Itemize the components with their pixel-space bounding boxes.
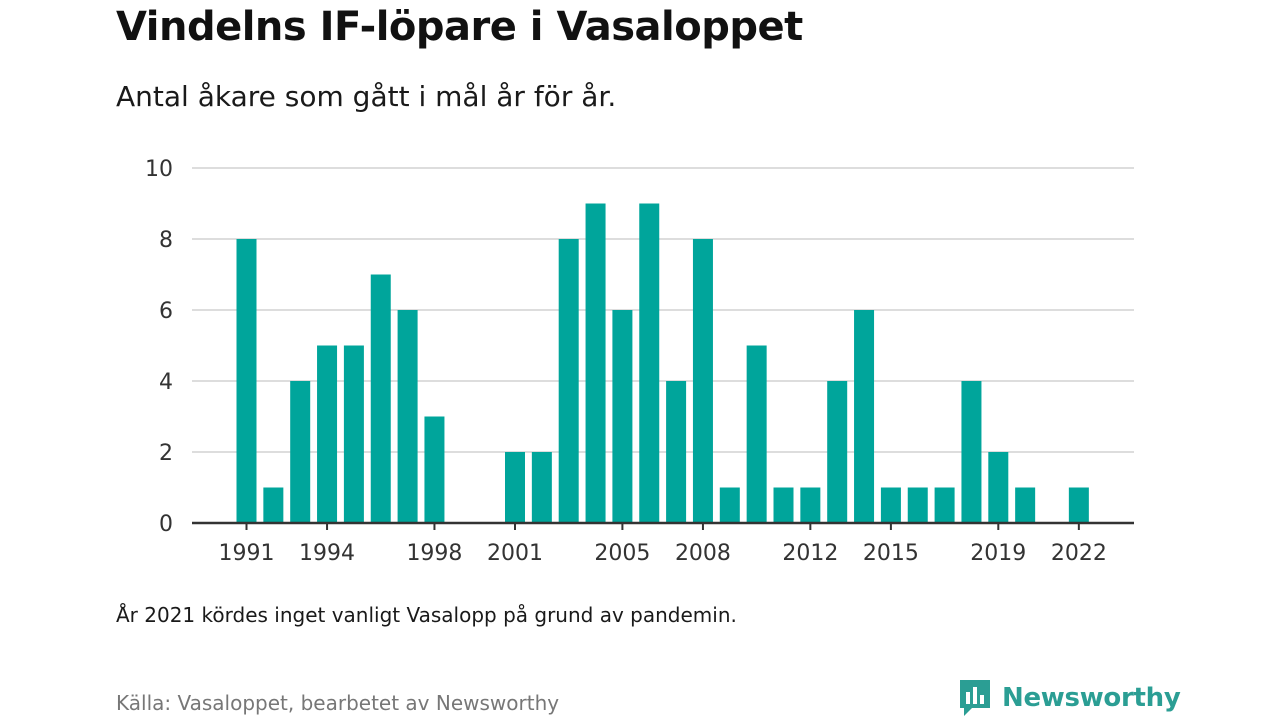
bar <box>585 203 606 523</box>
bar <box>988 452 1009 523</box>
x-axis-ticks: 1991 1994 1998 2001 2005 2008 2012 2015 2019 2022 <box>219 523 1107 566</box>
brand-name: Newsworthy <box>1002 683 1181 713</box>
bar <box>880 487 901 523</box>
bar <box>746 345 767 523</box>
bar <box>827 381 848 523</box>
x-tick-label: 2022 <box>1051 541 1107 566</box>
bar <box>692 239 713 523</box>
x-tick-label: 2008 <box>675 541 731 566</box>
bar <box>343 345 364 523</box>
bar <box>639 203 660 523</box>
x-tick-label: 2001 <box>487 541 543 566</box>
newsworthy-logo[interactable]: Newsworthy <box>958 678 1181 718</box>
x-tick-label: 2012 <box>782 541 838 566</box>
bar <box>1068 487 1089 523</box>
bar <box>961 381 982 523</box>
bar <box>1015 487 1036 523</box>
bar <box>424 416 445 523</box>
bar <box>263 487 284 523</box>
x-tick-label: 2005 <box>594 541 650 566</box>
bar <box>370 274 391 523</box>
bar-series <box>236 203 1089 523</box>
source-text: Källa: Vasaloppet, bearbetet av Newswort… <box>116 691 560 715</box>
chart-subtitle: Antal åkare som gått i mål år för år. <box>116 80 617 113</box>
bar <box>397 310 418 523</box>
x-tick-label: 1994 <box>299 541 355 566</box>
bar <box>934 487 955 523</box>
bar <box>290 381 311 523</box>
bar <box>317 345 338 523</box>
x-tick-label: 2019 <box>970 541 1026 566</box>
newsworthy-logo-icon <box>960 680 990 716</box>
y-axis-ticks: 0 2 4 6 8 10 <box>145 157 173 537</box>
x-tick-label: 1998 <box>406 541 462 566</box>
y-tick-label: 10 <box>145 157 173 182</box>
bar <box>666 381 687 523</box>
y-tick-label: 8 <box>159 228 173 253</box>
y-tick-label: 6 <box>159 299 173 324</box>
bar <box>612 310 633 523</box>
bar <box>907 487 928 523</box>
bar <box>773 487 794 523</box>
y-tick-label: 4 <box>159 370 173 395</box>
bar <box>800 487 821 523</box>
y-tick-label: 0 <box>159 512 173 537</box>
y-tick-label: 2 <box>159 441 173 466</box>
bar <box>505 452 525 523</box>
chart-note: År 2021 kördes inget vanligt Vasalopp på… <box>116 603 737 627</box>
bar <box>854 310 875 523</box>
bar <box>558 239 579 523</box>
bar <box>719 487 740 523</box>
bar <box>236 239 257 523</box>
x-tick-label: 1991 <box>219 541 275 566</box>
x-tick-label: 2015 <box>863 541 919 566</box>
chart-title: Vindelns IF-löpare i Vasaloppet <box>116 4 803 50</box>
bar <box>531 452 552 523</box>
